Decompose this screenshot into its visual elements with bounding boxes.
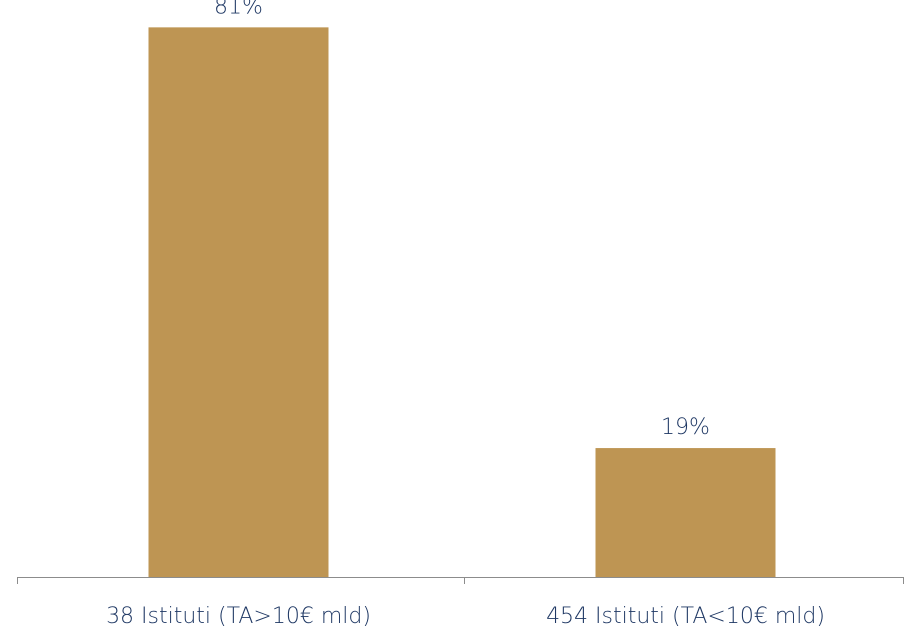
x-axis-ticks-layer [17,577,904,584]
category-labels-layer: 38 Istituti (TA>10€ mld) 454 Istituti (TA… [106,604,825,629]
category-label-2: 454 Istituti (TA<10€ mld) [546,604,825,629]
data-label-1: 81% [214,0,263,19]
bar-1 [148,27,329,578]
bars-layer [148,27,776,578]
category-label-1: 38 Istituti (TA>10€ mld) [106,604,371,629]
bar-2 [595,448,776,577]
data-label-2: 19% [661,415,710,440]
data-labels-layer: 81% 19% [214,0,710,440]
